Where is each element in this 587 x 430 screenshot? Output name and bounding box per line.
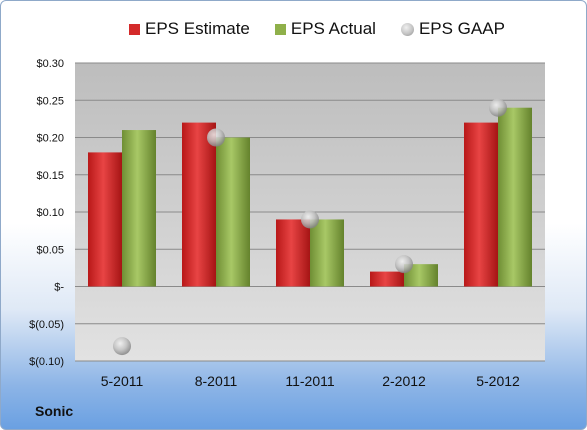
gaap-marker [489, 98, 507, 117]
legend-item-eps-gaap: EPS GAAP [400, 19, 505, 39]
legend-item-eps-estimate: EPS Estimate [129, 19, 250, 39]
legend-label-eps-estimate: EPS Estimate [145, 19, 250, 38]
y-tick-label: $0.20 [36, 133, 64, 145]
y-tick-label: $0.25 [36, 95, 64, 107]
bar [404, 264, 438, 287]
legend-item-eps-actual: EPS Actual [274, 19, 376, 39]
company-name: Sonic [35, 403, 74, 419]
bar [182, 122, 216, 287]
y-tick-label: $0.05 [36, 244, 64, 256]
bar [370, 271, 404, 287]
gaap-marker [301, 210, 319, 229]
bar [276, 219, 310, 287]
bar [310, 219, 344, 287]
bar [464, 122, 498, 287]
x-tick-label: 11-2011 [285, 373, 335, 389]
y-tick-label: $(0.10) [29, 356, 64, 368]
y-tick-label: $0.15 [36, 170, 64, 182]
bar [122, 130, 156, 287]
gaap-marker [113, 337, 131, 356]
legend: EPS Estimate EPS Actual EPS GAAP [129, 19, 530, 39]
x-tick-label: 2-2012 [382, 373, 426, 389]
x-tick-label: 5-2011 [101, 373, 144, 389]
y-tick-label: $0.10 [36, 207, 64, 219]
legend-swatch-eps-actual [274, 23, 286, 35]
y-tick-label: $(0.05) [29, 319, 64, 331]
legend-label-eps-actual: EPS Actual [290, 19, 376, 38]
bar [88, 152, 122, 287]
y-tick-label: $0.30 [36, 58, 64, 70]
x-tick-label: 5-2012 [476, 373, 520, 389]
gaap-marker [207, 128, 225, 147]
legend-label-eps-gaap: EPS GAAP [418, 19, 505, 38]
gaap-marker [395, 255, 413, 274]
bar [498, 107, 532, 287]
bar [216, 137, 250, 287]
x-tick-label: 8-2011 [195, 373, 238, 389]
legend-swatch-eps-estimate [129, 23, 140, 35]
legend-marker-eps-gaap [400, 22, 414, 36]
y-tick-label: $- [54, 282, 64, 294]
